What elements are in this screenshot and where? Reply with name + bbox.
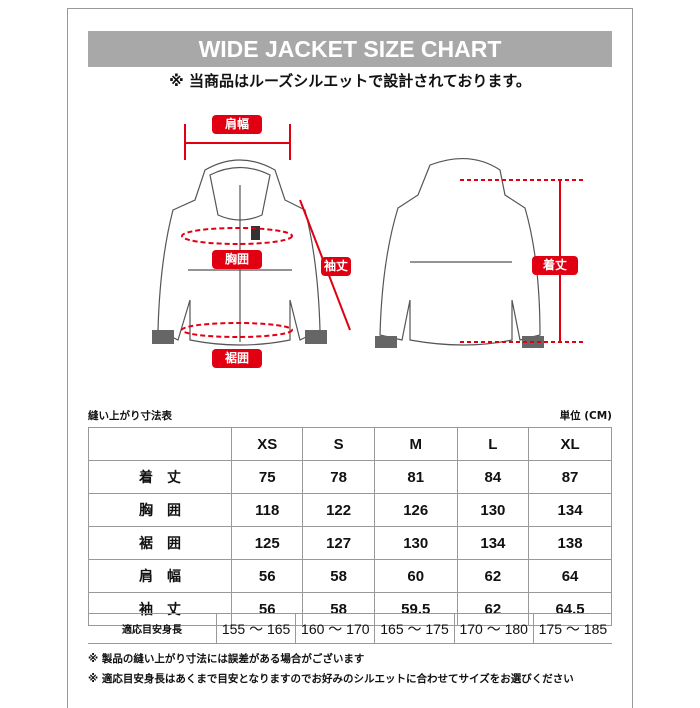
note: ※ 適応目安身長はあくまで目安となりますのでお好みのシルエットに合わせてサイズを… <box>88 673 574 685</box>
subtitle: ※ 当商品はルーズシルエットで設計されております。 <box>169 72 531 90</box>
size-table: XS S M L XL 着丈 75 78 81 84 87 胸囲 118 122 126 13… <box>88 427 612 626</box>
page-title: WIDE JACKET SIZE CHART <box>88 31 612 67</box>
cell: 87 <box>528 460 612 494</box>
cell: 170 ～ 180 <box>453 613 534 644</box>
cell: 138 <box>528 526 612 560</box>
cell: 62 <box>456 559 530 593</box>
unit-label: 単位 (CM) <box>559 410 612 422</box>
cell: 125 <box>230 526 304 560</box>
cell: 122 <box>302 493 375 527</box>
cell: 175 ～ 185 <box>532 613 612 644</box>
row-label: 肩幅 <box>88 559 232 593</box>
table-row: 裾囲 125 127 130 134 138 <box>88 526 612 560</box>
size-header: S <box>302 427 375 461</box>
size-header: L <box>456 427 530 461</box>
cell: 84 <box>456 460 530 494</box>
table-header-row: XS S M L XL <box>88 427 612 461</box>
cell: 58 <box>302 559 375 593</box>
cell: 56 <box>230 559 304 593</box>
cell: 126 <box>373 493 458 527</box>
row-label: 適応目安身長 <box>88 613 217 644</box>
cell: 78 <box>302 460 375 494</box>
row-label: 胸囲 <box>88 493 232 527</box>
table-caption: 縫い上がり寸法表 <box>88 410 172 422</box>
cell: 165 ～ 175 <box>374 613 455 644</box>
chart-frame <box>67 8 633 708</box>
cell: 134 <box>456 526 530 560</box>
cell: 134 <box>528 493 612 527</box>
cell: 155 ～ 165 <box>215 613 296 644</box>
cell: 81 <box>373 460 458 494</box>
shoulder-label: 肩幅 <box>212 115 262 134</box>
size-header: XL <box>528 427 612 461</box>
table-row: 肩幅 56 58 60 62 64 <box>88 559 612 593</box>
height-table: 適応目安身長 155 ～ 165 160 ～ 170 165 ～ 175 170 ～ … <box>88 613 612 644</box>
length-label: 着丈 <box>532 256 578 275</box>
cell: 130 <box>456 493 530 527</box>
height-row: 適応目安身長 155 ～ 165 160 ～ 170 165 ～ 175 170 ～ … <box>88 613 612 644</box>
hem-label: 裾囲 <box>212 349 262 368</box>
table-row: 着丈 75 78 81 84 87 <box>88 460 612 494</box>
size-header: XS <box>230 427 304 461</box>
row-label: 着丈 <box>88 460 232 494</box>
cell: 75 <box>230 460 304 494</box>
size-header: M <box>373 427 458 461</box>
row-label: 裾囲 <box>88 526 232 560</box>
cell: 60 <box>373 559 458 593</box>
note: ※ 製品の縫い上がり寸法には誤差がある場合がございます <box>88 653 365 665</box>
table-row: 胸囲 118 122 126 130 134 <box>88 493 612 527</box>
sleeve-label: 袖丈 <box>321 257 351 276</box>
cell: 160 ～ 170 <box>295 613 375 644</box>
cell: 118 <box>230 493 304 527</box>
cell: 130 <box>373 526 458 560</box>
cell: 64 <box>528 559 612 593</box>
back-jacket-drawing <box>375 157 544 348</box>
cell: 127 <box>302 526 375 560</box>
measurement-lines <box>181 124 585 343</box>
chest-label: 胸囲 <box>212 250 262 269</box>
